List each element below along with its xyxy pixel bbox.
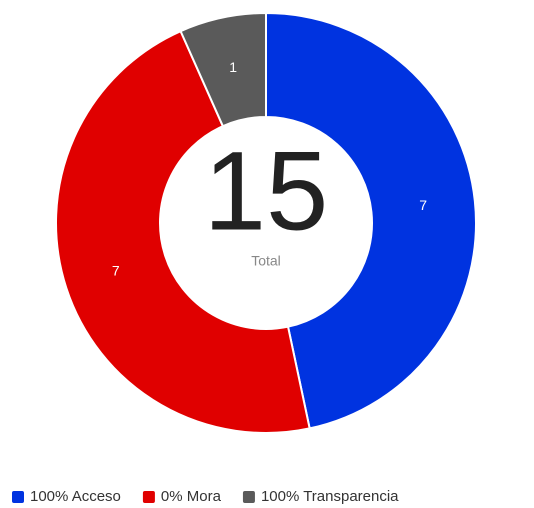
legend-label: 100% Transparencia: [261, 488, 399, 505]
slice: [55, 30, 311, 434]
slices: 7 7 1: [55, 12, 477, 434]
legend-label: 0% Mora: [161, 488, 222, 505]
data-label: 7: [419, 197, 427, 213]
legend: 100% Acceso 0% Mora 100% Transparencia: [12, 488, 399, 505]
slice: [265, 12, 477, 430]
data-label: 7: [112, 263, 120, 279]
center-total: 15: [204, 129, 329, 254]
legend-label: 100% Acceso: [30, 488, 121, 505]
legend-swatch: [142, 491, 155, 503]
center-label: Total: [251, 253, 281, 269]
legend-swatch: [12, 491, 24, 503]
legend-swatch: [242, 491, 255, 503]
data-label: 1: [229, 59, 237, 75]
slice: [179, 12, 267, 128]
